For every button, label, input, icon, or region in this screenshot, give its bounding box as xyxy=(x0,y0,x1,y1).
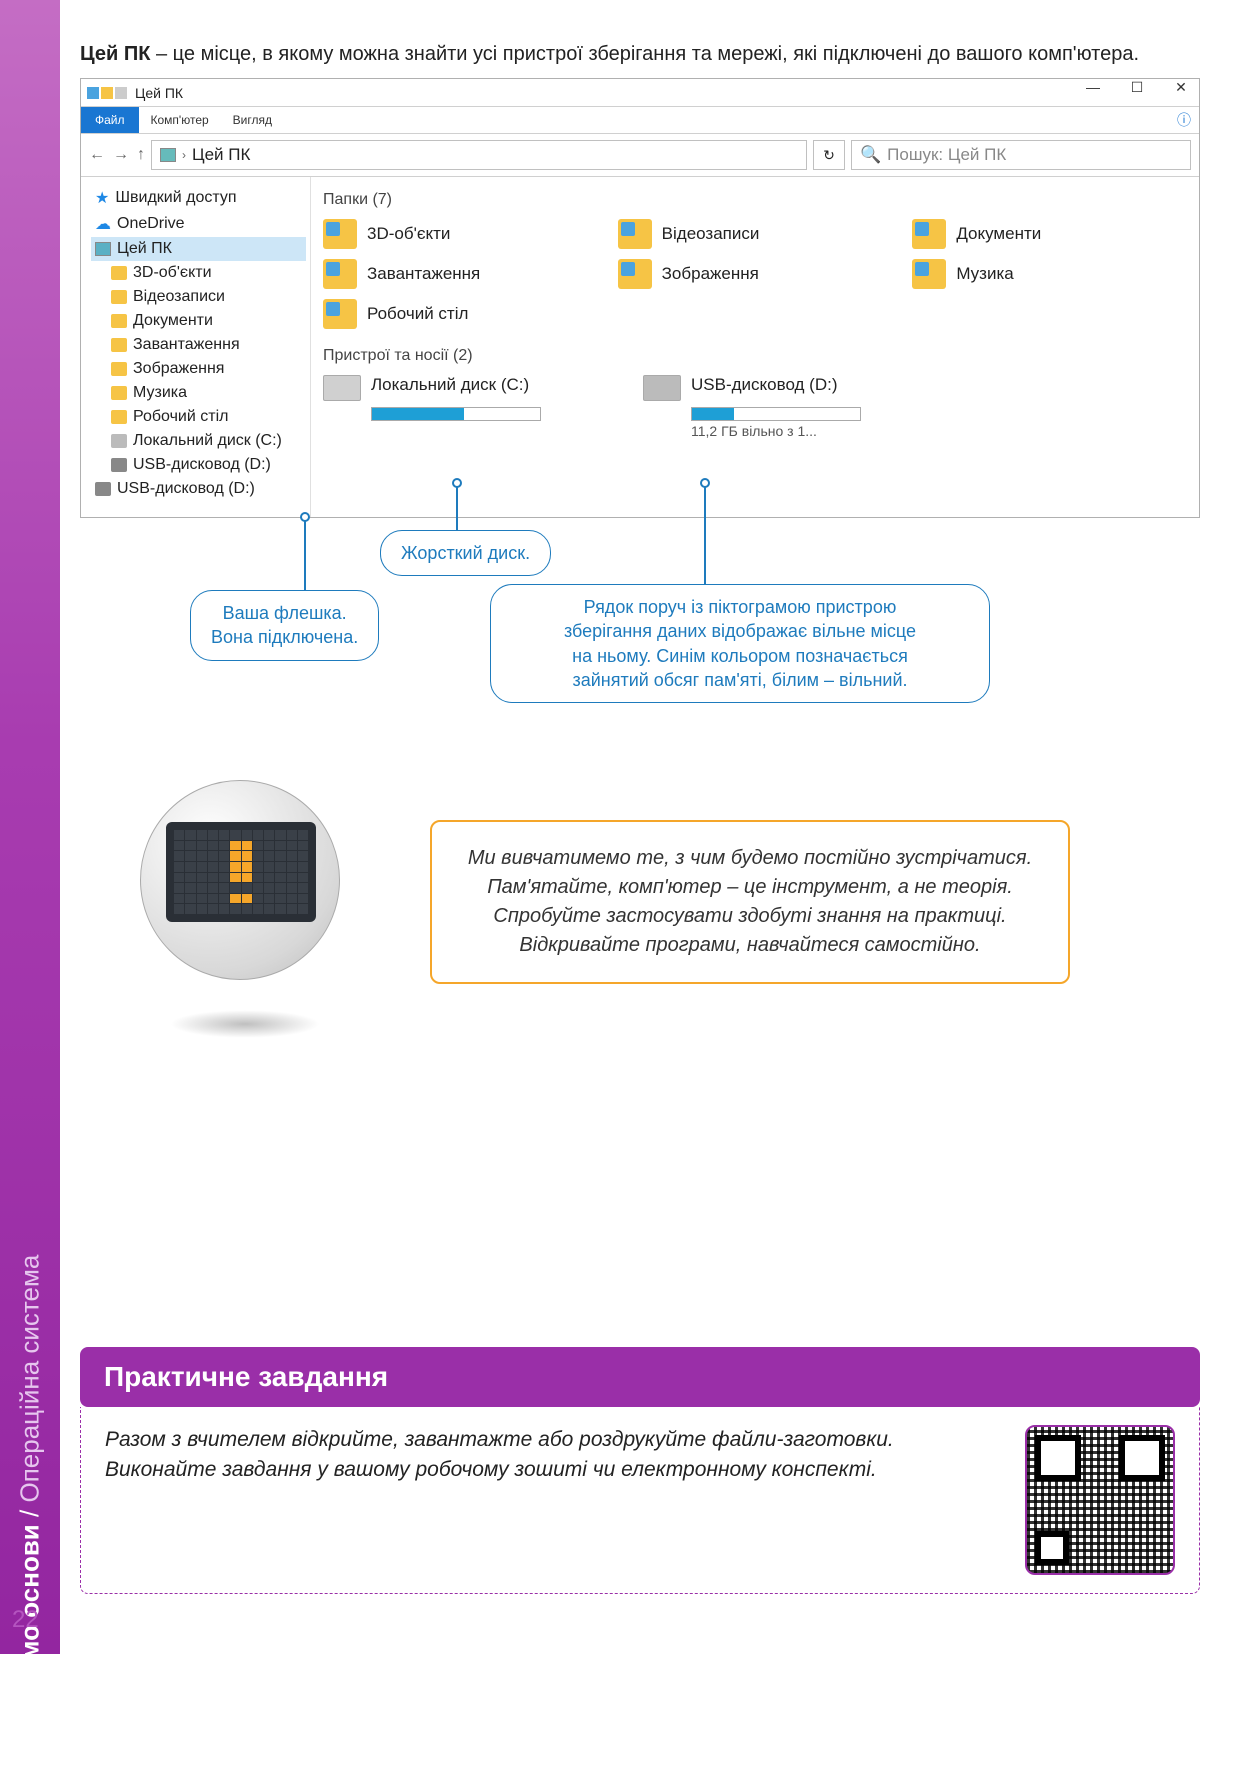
intro-bold: Цей ПК xyxy=(80,43,150,65)
folder-icon xyxy=(618,259,652,289)
nav-item[interactable]: Локальний диск (C:) xyxy=(107,429,306,453)
callout-usage-bar: Рядок поруч із піктограмою пристрою збер… xyxy=(490,584,990,703)
nav-item[interactable]: USB-дисковод (D:) xyxy=(91,477,306,501)
tab-file[interactable]: Файл xyxy=(81,107,139,133)
chapter-label-bold: 1. Вивчаємо основи xyxy=(15,1524,45,1782)
forward-button[interactable]: → xyxy=(113,146,129,164)
task-text: Разом з вчителем відкрийте, завантажте а… xyxy=(105,1425,1001,1486)
cloud-icon: ☁ xyxy=(95,214,111,234)
nav-item[interactable]: Завантаження xyxy=(107,333,306,357)
callout-lead xyxy=(704,486,706,586)
address-text: Цей ПК xyxy=(192,145,250,165)
search-icon: 🔍 xyxy=(860,145,881,165)
usb-icon xyxy=(95,482,111,496)
task-header: Практичне завдання xyxy=(80,1347,1200,1407)
hdd-icon xyxy=(323,375,361,401)
nav-item[interactable]: Документи xyxy=(107,309,306,333)
folder-item[interactable]: Зображення xyxy=(618,259,893,289)
folder-icon xyxy=(111,314,127,328)
folder-item[interactable]: Документи xyxy=(912,219,1187,249)
navigation-pane: ★ Швидкий доступ ☁ OneDrive Цей ПК 3D-об… xyxy=(81,177,311,517)
folder-item[interactable]: Музика xyxy=(912,259,1187,289)
callout-usb: Ваша флешка. Вона підключена. xyxy=(190,590,379,661)
page-number: 22 xyxy=(12,1606,39,1634)
file-explorer-window: Цей ПК — ☐ ✕ Файл Комп'ютер Вигляд ⓘ ← →… xyxy=(80,78,1200,518)
nav-this-pc[interactable]: Цей ПК xyxy=(91,237,306,261)
up-button[interactable]: ↑ xyxy=(137,146,145,164)
folder-icon xyxy=(111,266,127,280)
nav-item[interactable]: Відеозаписи xyxy=(107,285,306,309)
folder-icon xyxy=(111,410,127,424)
nav-quick-access[interactable]: ★ Швидкий доступ xyxy=(91,185,306,211)
pc-icon xyxy=(95,242,111,256)
close-button[interactable]: ✕ xyxy=(1167,79,1195,96)
help-icon[interactable]: ⓘ xyxy=(1177,110,1199,130)
folder-icon xyxy=(111,362,127,376)
search-placeholder: Пошук: Цей ПК xyxy=(887,145,1006,165)
title-bar: Цей ПК — ☐ ✕ xyxy=(81,79,1199,107)
nav-item[interactable]: Музика xyxy=(107,381,306,405)
folder-icon xyxy=(323,299,357,329)
maximize-button[interactable]: ☐ xyxy=(1123,79,1151,96)
robot-figure xyxy=(100,740,380,1060)
callout-lead xyxy=(456,486,458,534)
search-box[interactable]: 🔍 Пошук: Цей ПК xyxy=(851,140,1191,170)
callout-hdd: Жорсткий диск. xyxy=(380,530,551,576)
drive-d-usage-bar xyxy=(691,407,861,421)
folder-icon xyxy=(323,259,357,289)
folder-icon xyxy=(618,219,652,249)
folders-group-header[interactable]: Папки (7) xyxy=(323,191,1187,209)
nav-item[interactable]: 3D-об'єкти xyxy=(107,261,306,285)
nav-item[interactable]: USB-дисковод (D:) xyxy=(107,453,306,477)
folder-icon xyxy=(111,386,127,400)
address-bar-row: ← → ↑ › Цей ПК ↻ 🔍 Пошук: Цей ПК xyxy=(81,133,1199,177)
minimize-button[interactable]: — xyxy=(1079,79,1107,96)
folder-icon xyxy=(111,338,127,352)
chapter-side-strip: 1. Вивчаємо основи / Операційна система xyxy=(0,0,60,1654)
drive-d[interactable]: USB-дисковод (D:) 11,2 ГБ вільно з 1... xyxy=(643,375,903,439)
folder-icon xyxy=(111,290,127,304)
content-pane: Папки (7) 3D-об'єкти Відеозаписи Докумен… xyxy=(311,177,1199,517)
drive-c[interactable]: Локальний диск (C:) xyxy=(323,375,583,439)
disk-icon xyxy=(111,434,127,448)
folder-item[interactable]: Завантаження xyxy=(323,259,598,289)
nav-onedrive[interactable]: ☁ OneDrive xyxy=(91,211,306,237)
star-icon: ★ xyxy=(95,188,109,208)
chapter-label: 1. Вивчаємо основи / Операційна система xyxy=(15,1255,46,1782)
folder-icon xyxy=(912,219,946,249)
folder-icon xyxy=(912,259,946,289)
tab-computer[interactable]: Комп'ютер xyxy=(139,109,221,131)
chapter-label-light: Операційна система xyxy=(15,1255,45,1503)
back-button[interactable]: ← xyxy=(89,146,105,164)
robot-speech-bubble: Ми вивчатимемо те, з чим будемо постійно… xyxy=(430,820,1070,984)
drive-c-usage-bar xyxy=(371,407,541,421)
ribbon-tabs: Файл Комп'ютер Вигляд ⓘ xyxy=(81,107,1199,133)
intro-paragraph: Цей ПК – це місце, в якому можна знайти … xyxy=(80,40,1200,68)
quick-access-toolbar[interactable] xyxy=(87,87,127,99)
qr-code xyxy=(1025,1425,1175,1575)
window-title: Цей ПК xyxy=(135,85,183,101)
usb-drive-icon xyxy=(643,375,681,401)
nav-item[interactable]: Зображення xyxy=(107,357,306,381)
refresh-button[interactable]: ↻ xyxy=(813,140,845,170)
tab-view[interactable]: Вигляд xyxy=(221,109,284,131)
pc-icon xyxy=(160,148,176,162)
folder-item[interactable]: Відеозаписи xyxy=(618,219,893,249)
address-bar[interactable]: › Цей ПК xyxy=(151,140,807,170)
usb-icon xyxy=(111,458,127,472)
folder-item[interactable]: 3D-об'єкти xyxy=(323,219,598,249)
folder-item[interactable]: Робочий стіл xyxy=(323,299,598,329)
nav-item[interactable]: Робочий стіл xyxy=(107,405,306,429)
practical-task-block: Практичне завдання Разом з вчителем відк… xyxy=(80,1347,1200,1594)
drives-group-header[interactable]: Пристрої та носії (2) xyxy=(323,347,1187,365)
folder-icon xyxy=(323,219,357,249)
callout-lead xyxy=(304,520,306,594)
